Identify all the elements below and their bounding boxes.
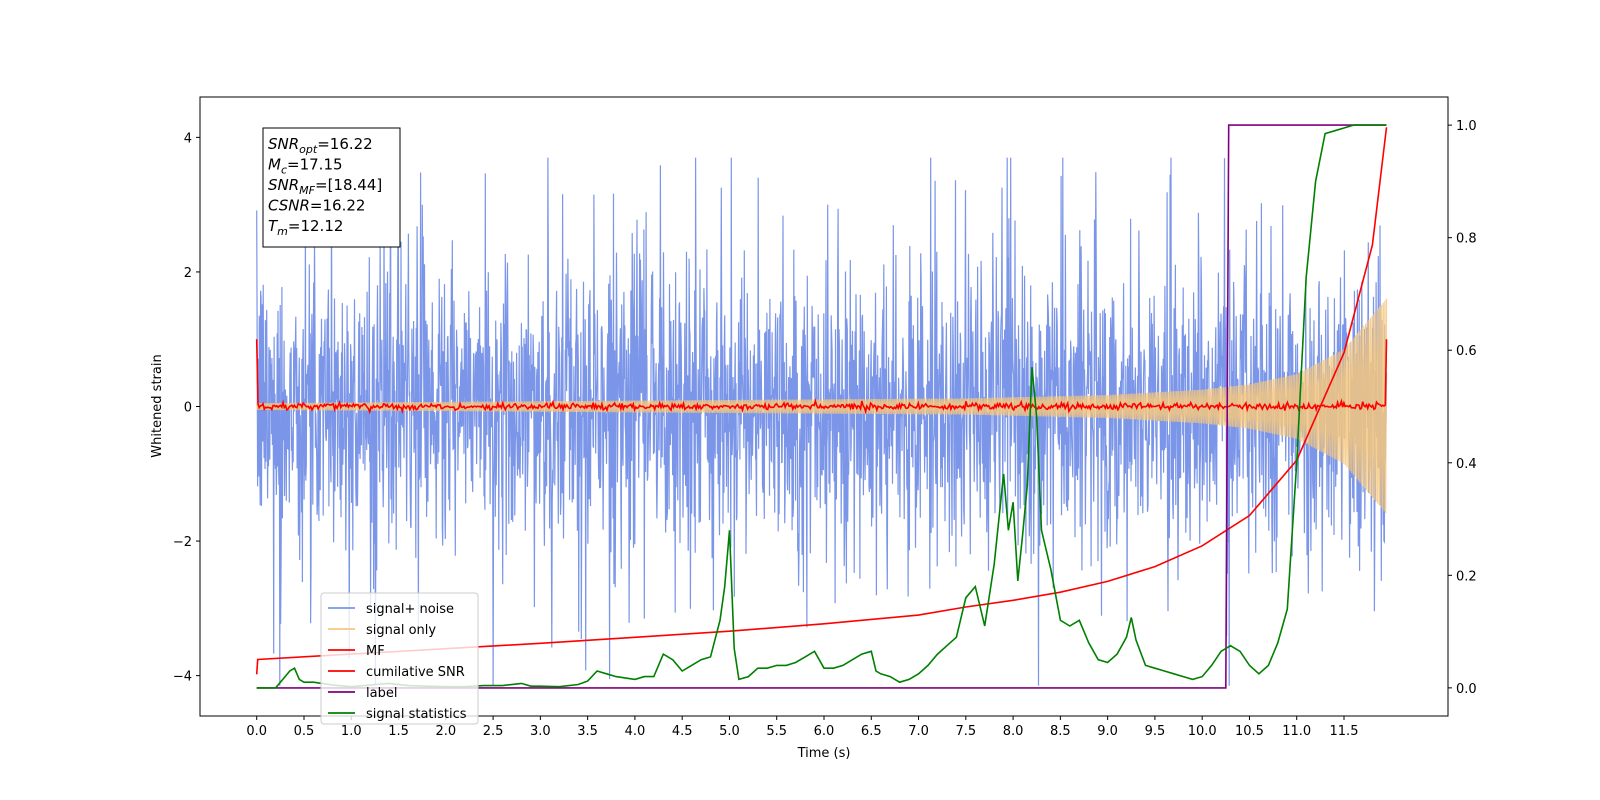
x-tick-label: 11.5: [1330, 724, 1359, 739]
x-tick-label: 11.0: [1282, 724, 1311, 739]
annotation-symbol: M: [268, 156, 281, 174]
legend-label: signal only: [366, 623, 436, 638]
series-signal-only: [256, 298, 1388, 514]
legend-label: MF: [366, 644, 385, 659]
series-label: [256, 124, 1387, 689]
y-right-tick-label: 0.4: [1456, 457, 1477, 472]
x-tick-label: 3.5: [577, 724, 598, 739]
annotation-line: SNRMF=[18.44]: [268, 176, 382, 197]
x-tick-label: 6.0: [814, 724, 835, 739]
y-right-tick-label: 0.8: [1456, 232, 1477, 247]
annotation-value: =16.22: [310, 197, 366, 215]
annotation-frame: [262, 127, 401, 248]
y-left-tick-label: 0: [184, 401, 192, 416]
legend-label: signal+ noise: [366, 602, 454, 617]
x-tick-label: 5.5: [766, 724, 787, 739]
y-left-tick-label: −4: [173, 670, 192, 685]
annotation-line: Mc=17.15: [268, 156, 343, 177]
annotation-symbol: SNR: [268, 135, 299, 153]
legend-label: label: [366, 686, 397, 701]
annotation-value: =[18.44]: [315, 176, 382, 194]
y-axis-label: Whitened strain: [150, 354, 165, 457]
series-mf: [255, 339, 1388, 415]
x-tick-label: 7.5: [955, 724, 976, 739]
y-right-tick-label: 0.0: [1456, 682, 1477, 697]
x-tick-label: 7.0: [908, 724, 929, 739]
legend: signal+ noise signal only MF cumilative SNR…: [320, 592, 479, 725]
x-tick-label: 1.5: [388, 724, 409, 739]
x-axis-label: Time (s): [797, 746, 851, 761]
annotation-subscript: MF: [299, 184, 315, 197]
legend-label: signal statistics: [366, 707, 467, 722]
x-tick-label: 4.5: [672, 724, 693, 739]
annotation-value: =16.22: [317, 135, 373, 153]
annotation-subscript: opt: [299, 143, 318, 156]
y-right-tick-label: 0.6: [1456, 344, 1477, 359]
x-axis: 0.0 0.5 1.0 1.5 2.0 2.5 3.0 3.5 4.0 4.5 5.0 5.5 6.0 6…: [246, 716, 1358, 739]
x-tick-label: 10.0: [1188, 724, 1217, 739]
x-tick-label: 6.5: [861, 724, 882, 739]
annotation-box: SNRopt=16.22Mc=17.15SNRMF=[18.44]CSNR=16…: [262, 127, 401, 248]
x-tick-label: 4.0: [625, 724, 646, 739]
y-axis-left: −4 −2 0 2 4: [173, 131, 200, 685]
annotation-value: =17.15: [287, 156, 343, 174]
annotation-subscript: c: [281, 164, 287, 177]
annotation-line: CSNR=16.22: [268, 197, 365, 215]
x-tick-label: 5.0: [719, 724, 740, 739]
series-signal-noise: [256, 157, 1388, 686]
x-tick-label: 0.0: [246, 724, 267, 739]
x-tick-label: 3.0: [530, 724, 551, 739]
x-tick-label: 9.5: [1145, 724, 1166, 739]
x-tick-label: 8.5: [1050, 724, 1071, 739]
x-tick-label: 0.5: [294, 724, 315, 739]
annotation-subscript: m: [277, 225, 288, 238]
annotation-value: =12.12: [288, 217, 344, 235]
legend-frame: [320, 592, 479, 725]
x-tick-label: 2.0: [435, 724, 456, 739]
annotation-symbol: CSNR: [268, 197, 310, 215]
series-signal-statistics: [256, 124, 1387, 689]
x-tick-label: 1.0: [341, 724, 362, 739]
y-left-tick-label: −2: [173, 535, 192, 550]
annotation-line: SNRopt=16.22: [268, 135, 373, 156]
y-axis-right: 0.0 0.2 0.4 0.6 0.8 1.0: [1448, 119, 1477, 697]
annotation-line: Tm=12.12: [268, 217, 343, 238]
x-tick-label: 2.5: [483, 724, 504, 739]
y-left-tick-label: 2: [184, 266, 192, 281]
x-tick-label: 9.0: [1097, 724, 1118, 739]
legend-label: cumilative SNR: [366, 665, 465, 680]
annotation-symbol: T: [268, 217, 279, 235]
annotation-symbol: SNR: [268, 176, 299, 194]
y-left-tick-label: 4: [184, 131, 192, 146]
y-right-tick-label: 0.2: [1456, 569, 1477, 584]
x-tick-label: 10.5: [1235, 724, 1264, 739]
x-tick-label: 8.0: [1003, 724, 1024, 739]
y-right-tick-label: 1.0: [1456, 119, 1477, 134]
